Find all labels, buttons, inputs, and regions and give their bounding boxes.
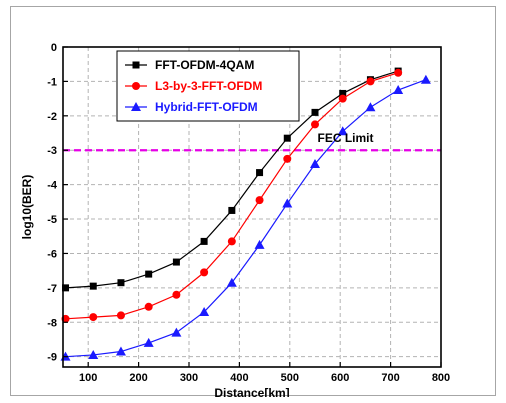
legend: FFT-OFDM-4QAM L3-by-3-FFT-OFDM Hybrid-FFT-… xyxy=(116,50,300,122)
data-point xyxy=(199,306,210,316)
data-point xyxy=(338,94,347,103)
fec-limit-label: FEC Limit xyxy=(318,131,374,145)
y-tick-label: -2 xyxy=(47,111,57,123)
figure-frame: 100 200 300 400 500 600 700 800 0 -1 -2 -3 -4 -5 -6 -7… xyxy=(10,6,496,397)
data-point xyxy=(227,237,236,246)
data-point xyxy=(171,327,182,337)
legend-box xyxy=(116,50,300,122)
data-point xyxy=(115,346,126,356)
data-point xyxy=(283,154,292,163)
legend-swatch-marker xyxy=(131,102,141,111)
data-point xyxy=(143,337,154,347)
data-point xyxy=(366,77,375,86)
data-point xyxy=(393,85,404,95)
y-tick-label: -3 xyxy=(47,145,57,157)
data-point xyxy=(256,169,264,177)
x-axis-ticks: 100 200 300 400 500 600 700 800 xyxy=(79,362,450,384)
data-point xyxy=(282,198,293,208)
series-1 xyxy=(61,68,403,323)
data-point xyxy=(200,268,209,277)
x-tick-label: 300 xyxy=(180,372,198,384)
y-tick-label: -9 xyxy=(47,352,57,364)
series-layer xyxy=(60,67,431,361)
legend-label: FFT-OFDM-4QAM xyxy=(155,58,254,72)
data-point xyxy=(339,89,347,97)
data-point xyxy=(337,126,348,136)
data-point xyxy=(172,258,180,266)
y-axis-ticks: 0 -1 -2 -3 -4 -5 -6 -7 -8 -9 xyxy=(47,42,68,364)
legend-label: L3-by-3-FFT-OFDM xyxy=(155,79,262,93)
x-axis-title: Distance[km] xyxy=(214,386,289,397)
legend-swatch-marker xyxy=(132,82,140,90)
data-point xyxy=(310,158,320,168)
data-point xyxy=(228,206,236,214)
data-point xyxy=(172,290,181,299)
data-point xyxy=(394,68,403,77)
x-tick-label: 200 xyxy=(129,372,147,384)
y-axis-title: log10(BER) xyxy=(20,175,34,240)
y-tick-label: -7 xyxy=(47,283,57,295)
y-tick-label: -4 xyxy=(47,180,58,192)
data-point xyxy=(200,237,208,245)
data-point xyxy=(88,349,99,359)
x-tick-label: 600 xyxy=(331,372,349,384)
data-point xyxy=(117,279,125,287)
data-point xyxy=(89,313,98,322)
data-point xyxy=(255,196,264,205)
data-point xyxy=(145,270,153,278)
data-point xyxy=(254,239,265,249)
x-tick-label: 400 xyxy=(230,372,248,384)
data-point xyxy=(420,74,431,84)
x-tick-label: 500 xyxy=(281,372,299,384)
x-tick-label: 800 xyxy=(432,372,450,384)
data-point xyxy=(226,277,237,287)
y-tick-label: -1 xyxy=(47,76,57,88)
data-point xyxy=(144,302,153,311)
series-line xyxy=(65,79,427,358)
y-tick-label: -8 xyxy=(47,317,57,329)
data-point xyxy=(89,282,97,290)
ber-chart: 100 200 300 400 500 600 700 800 0 -1 -2 -3 -4 -5 -6 -7… xyxy=(20,42,450,397)
x-tick-label: 100 xyxy=(79,372,97,384)
data-point xyxy=(116,311,125,320)
data-point xyxy=(311,108,319,116)
legend-swatch-marker xyxy=(132,61,140,69)
data-point xyxy=(283,134,291,142)
y-tick-label: -6 xyxy=(47,248,57,260)
plot-area-border xyxy=(62,46,442,368)
legend-label: Hybrid-FFT-OFDM xyxy=(155,100,258,114)
x-tick-label: 700 xyxy=(381,372,399,384)
y-tick-label: 0 xyxy=(51,42,57,54)
series-2 xyxy=(60,74,431,361)
y-tick-label: -5 xyxy=(47,214,57,226)
data-point xyxy=(365,102,376,112)
data-point xyxy=(311,120,319,129)
